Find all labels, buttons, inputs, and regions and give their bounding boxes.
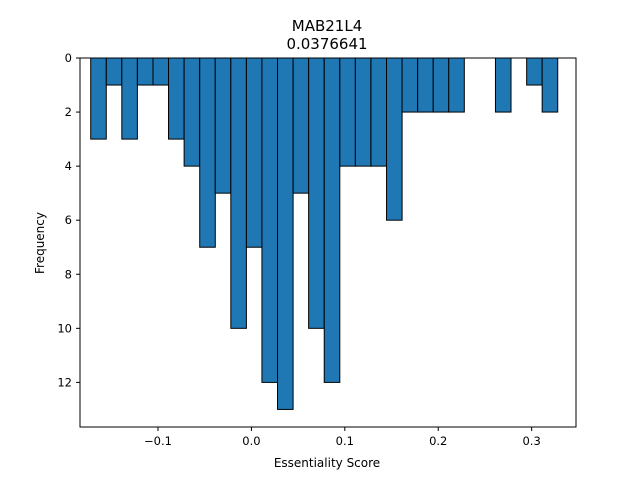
histogram-bar — [183, 57, 201, 167]
histogram-bar — [261, 57, 278, 383]
x-tick-label: −0.1 — [144, 434, 172, 448]
y-axis-label: Frequency — [33, 212, 47, 274]
y-tick-label: 0 — [65, 51, 72, 65]
histogram-bar — [323, 57, 341, 383]
x-tick-label: 0.1 — [336, 434, 354, 448]
bars-group — [90, 57, 559, 410]
y-tick-label: 10 — [57, 321, 72, 335]
histogram-bar — [199, 57, 216, 248]
histogram-bar — [386, 57, 403, 221]
chart-title: MAB21L4 — [292, 17, 362, 35]
plot-frame — [79, 57, 577, 428]
histogram-bar — [121, 57, 138, 140]
histogram-bar — [541, 57, 559, 113]
histogram-bar — [494, 57, 512, 113]
histogram-bar — [417, 57, 434, 113]
x-tick-label: 0.3 — [522, 434, 540, 448]
x-tick-label: 0.0 — [242, 434, 260, 448]
histogram-bar — [292, 57, 310, 194]
y-tick-label: 8 — [65, 267, 72, 281]
x-tick-label: 0.2 — [429, 434, 447, 448]
histogram-bar — [136, 57, 154, 86]
x-axis-label: Essentiality Score — [274, 456, 380, 470]
histogram-bar — [401, 57, 419, 113]
histogram-bar — [308, 57, 325, 329]
histogram-bar — [354, 57, 372, 167]
y-ticks: 0 2 4 6 8 10 12 — [57, 51, 80, 389]
y-tick-label: 2 — [65, 105, 72, 119]
y-tick-label: 6 — [65, 213, 72, 227]
histogram-bar — [339, 57, 356, 167]
histogram-bar — [432, 57, 450, 113]
histogram-bar — [152, 57, 170, 86]
histogram-bar — [277, 57, 294, 410]
histogram-bar — [370, 57, 388, 167]
histogram-bar — [245, 57, 263, 248]
histogram-bar — [105, 57, 123, 86]
y-tick-label: 12 — [57, 375, 72, 389]
histogram-bar — [230, 57, 247, 329]
x-ticks: −0.1 0.0 0.1 0.2 0.3 — [144, 427, 541, 448]
histogram-bar — [168, 57, 185, 140]
histogram-bar — [214, 57, 232, 194]
histogram-bar — [526, 57, 543, 86]
histogram-bar — [448, 57, 465, 113]
y-tick-label: 4 — [65, 159, 72, 173]
chart-subtitle: 0.0376641 — [286, 35, 367, 53]
histogram-bar — [90, 57, 107, 140]
